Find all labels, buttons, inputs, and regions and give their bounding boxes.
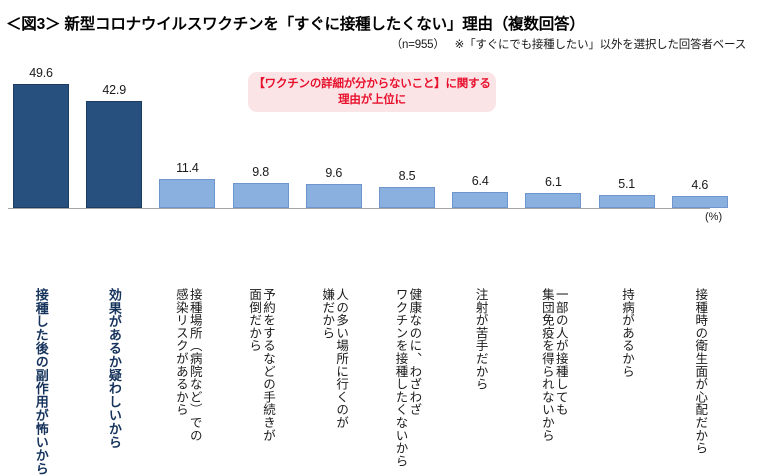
callout-line-1: 【ワクチンの詳細が分からないこと】に関する [253,77,491,90]
category-label-column: 人の多い場所に行くのが [334,288,349,429]
bar-value-label: 9.6 [325,166,343,180]
bar-value-label: 6.1 [545,175,562,189]
category-label-column: 集団免疫を得られないから [539,288,554,442]
category-label-column: 面倒だから [247,288,262,352]
bar-group: 11.4 接種場所（病院など）での 感染リスクがあるから [159,60,216,442]
category-label-column: 嫌だから [320,288,335,340]
category-label: 一部の人が接種しても 集団免疫を得られないから [525,288,581,442]
bar-group: 6.1 一部の人が接種しても 集団免疫を得られないから [525,60,582,442]
category-label: 接種時の衛生面が心配だから [672,288,728,454]
bar[interactable] [452,192,509,208]
bar-group: 4.6 接種時の衛生面が心配だから [671,60,728,454]
bar-value-label: 4.6 [691,178,709,192]
bar[interactable] [598,195,655,208]
category-label-column: 接種時の衛生面が心配だから [693,288,708,455]
category-label: 注射が苦手だから [452,288,508,390]
bar[interactable] [232,183,289,208]
bar-group: 9.8 予約をするなどの手続きが 面倒だから [232,60,289,442]
bar[interactable] [86,101,143,208]
category-label: 持病があるから [599,288,655,378]
bar[interactable] [13,84,69,208]
bar-value-label: 49.6 [29,66,53,80]
bar-value-label: 6.4 [471,174,489,188]
callout-box: 【ワクチンの詳細が分からないこと】に関する 理由が上位に [248,72,496,112]
bar-value-label: 11.4 [176,161,199,175]
bar-value-label: 5.1 [618,177,635,191]
axis-baseline [8,208,710,209]
category-label: 効果があるか疑わしいから [86,288,142,449]
category-label-column: ワクチンを接種したくないから [393,288,408,468]
bar-group: 9.6 人の多い場所に行くのが 嫌だから [305,60,362,437]
category-label-column: 予約をするなどの手続きが [260,288,275,442]
bar-value-label: 8.5 [398,169,416,183]
category-label-column: 接種した後の副作用が怖いから [33,288,49,476]
axis-unit-label: (%) [705,211,723,223]
category-label: 予約をするなどの手続きが 面倒だから [233,288,289,442]
category-label-column: 持病があるから [620,288,635,378]
category-label-column: 健康なのに、わざわざ [407,288,422,416]
bar-group: 6.4 注射が苦手だから [452,60,509,437]
bar-group: 42.9 効果があるか疑わしいから [86,60,143,449]
base-note-label: ※「すぐにでも接種したい」以外を選択した回答者ベース [454,39,747,51]
category-label-column: 効果があるか疑わしいから [106,288,122,449]
category-label: 人の多い場所に行くのが 嫌だから [306,288,362,429]
category-label-column: 一部の人が接種しても [553,288,568,416]
bar-group: 5.1 持病があるから [598,60,655,437]
bar[interactable] [159,179,216,208]
category-label: 健康なのに、わざわざ ワクチンを接種したくないから [379,288,435,467]
bar-chart-plot: 49.6 接種した後の副作用が怖いから 42.9 効果があるか疑わしいから 11.4 接種… [8,60,728,476]
chart-subtitle: （n=955） ※「すぐにでも接種したい」以外を選択した回答者ベース [391,36,746,52]
bar[interactable] [671,196,728,208]
bar[interactable] [305,184,362,208]
bar-value-label: 9.8 [252,165,269,179]
category-label: 接種した後の副作用が怖いから [13,288,69,476]
bar-group: 8.5 健康なのに、わざわざ ワクチンを接種したくないから [379,60,435,467]
bar-value-label: 42.9 [102,83,126,97]
category-label-column: 接種場所（病院など）での [187,288,202,442]
bar[interactable] [379,187,435,208]
category-label-column: 感染リスクがあるから [173,288,188,416]
category-label-column: 注射が苦手だから [473,288,488,391]
page-title: ＜図3＞ 新型コロナウイルスワクチンを「すぐに接種したくない」理由（複数回答） [6,16,585,33]
sample-size-label: （n=955） [390,39,445,51]
bar-group: 49.6 接種した後の副作用が怖いから [13,60,69,476]
category-label: 接種場所（病院など）での 感染リスクがあるから [159,288,215,442]
bar[interactable] [525,193,582,208]
callout-line-2: 理由が上位に [338,94,406,106]
